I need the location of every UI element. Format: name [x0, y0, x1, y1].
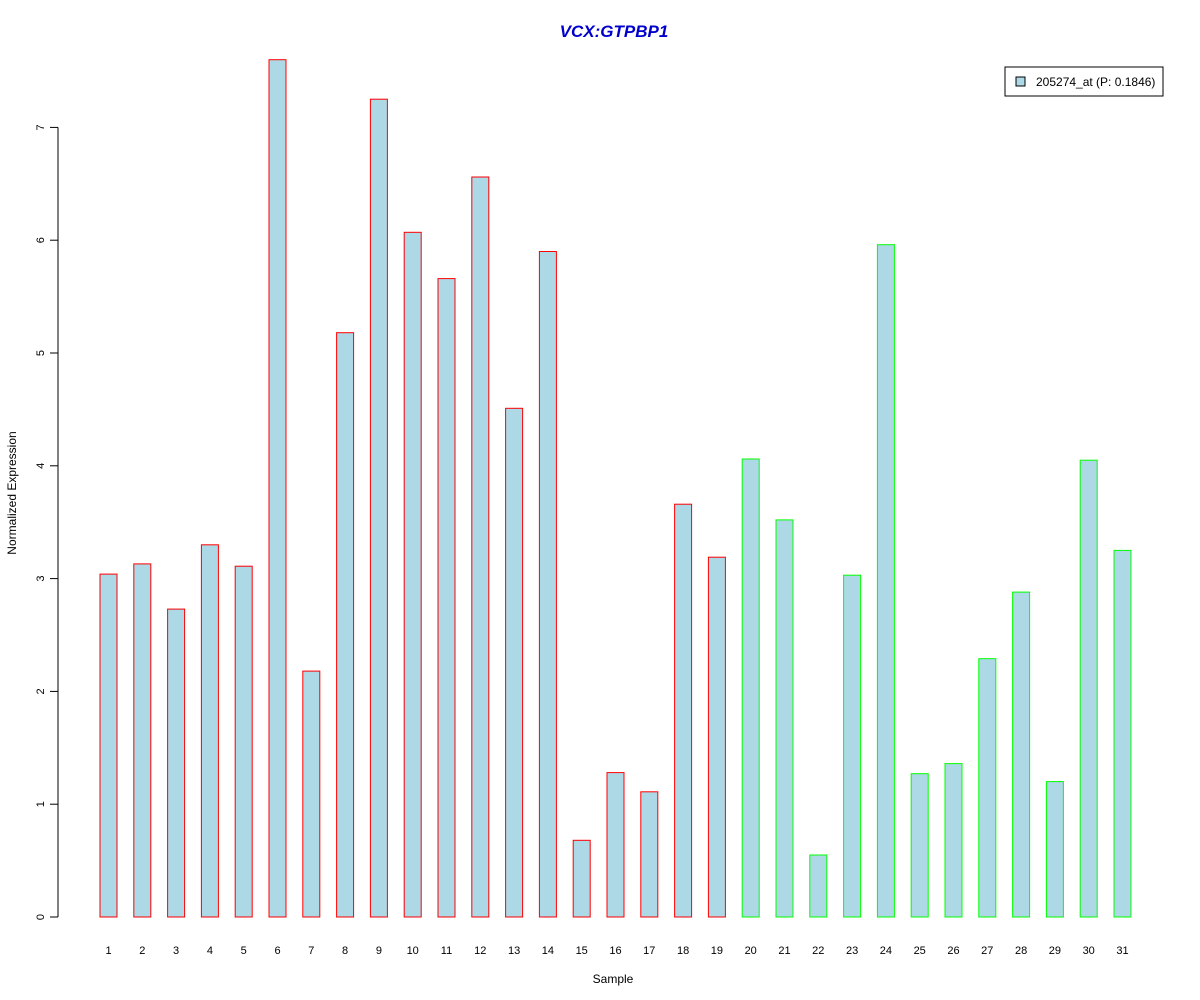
bar-sample-3 — [167, 608, 186, 918]
x-tick-label-14: 14 — [542, 945, 554, 957]
bar-sample-31 — [1113, 549, 1132, 918]
y-tick-label-4: 4 — [35, 463, 47, 469]
x-tick-label-1: 1 — [105, 945, 111, 957]
bar-sample-5 — [234, 565, 253, 918]
legend-label: 205274_at (P: 0.1846) — [1036, 75, 1155, 89]
bar-sample-12 — [471, 176, 490, 918]
bar-sample-29 — [1045, 781, 1064, 918]
bars — [99, 59, 1132, 918]
bar-sample-26 — [944, 763, 963, 918]
x-tick-label-15: 15 — [576, 945, 588, 957]
bar-sample-2 — [133, 563, 152, 918]
bar-sample-22 — [809, 854, 828, 918]
y-tick-label-5: 5 — [35, 350, 47, 356]
bar-sample-19 — [707, 556, 726, 918]
bar-sample-4 — [200, 544, 219, 918]
bar-sample-25 — [910, 773, 929, 918]
y-tick-label-0: 0 — [35, 914, 47, 920]
x-tick-label-26: 26 — [947, 945, 959, 957]
x-tick-label-6: 6 — [274, 945, 280, 957]
x-tick-label-24: 24 — [880, 945, 892, 957]
x-tick-label-2: 2 — [139, 945, 145, 957]
x-tick-label-27: 27 — [981, 945, 993, 957]
y-tick-label-3: 3 — [35, 576, 47, 582]
x-tick-label-18: 18 — [677, 945, 689, 957]
bar-sample-16 — [606, 772, 625, 918]
x-tick-label-20: 20 — [745, 945, 757, 957]
x-tick-label-28: 28 — [1015, 945, 1027, 957]
bar-sample-20 — [741, 458, 760, 918]
x-tick-label-8: 8 — [342, 945, 348, 957]
x-tick-label-12: 12 — [474, 945, 486, 957]
x-tick-labels: 1 2 3 4 5 6 7 8 9 10 11 12 13 14 15 16 17 18 19 20 21 22 23 24 2… — [105, 945, 1128, 957]
y-tick-label-6: 6 — [35, 237, 47, 243]
x-axis-title: Sample — [593, 972, 634, 986]
bar-sample-28 — [1012, 591, 1031, 918]
x-tick-label-9: 9 — [376, 945, 382, 957]
x-tick-label-7: 7 — [308, 945, 314, 957]
x-tick-label-4: 4 — [207, 945, 213, 957]
bar-sample-21 — [775, 519, 794, 918]
legend-swatch — [1015, 76, 1026, 87]
y-axis: 0 1 2 3 4 5 6 7 — [35, 124, 59, 920]
bar-sample-1 — [99, 573, 118, 918]
bar-sample-11 — [437, 278, 456, 918]
y-tick-label-2: 2 — [35, 688, 47, 694]
x-tick-label-13: 13 — [508, 945, 520, 957]
x-tick-label-22: 22 — [812, 945, 824, 957]
bar-sample-30 — [1079, 459, 1098, 918]
bar-sample-10 — [403, 231, 422, 918]
bar-sample-17 — [640, 791, 659, 918]
x-tick-label-21: 21 — [778, 945, 790, 957]
x-tick-label-5: 5 — [241, 945, 247, 957]
x-tick-label-10: 10 — [407, 945, 419, 957]
bar-sample-18 — [674, 503, 693, 918]
bar-sample-13 — [505, 407, 524, 918]
y-tick-label-1: 1 — [35, 801, 47, 807]
legend: 205274_at (P: 0.1846) — [1004, 66, 1164, 97]
x-tick-label-11: 11 — [441, 945, 452, 957]
chart-title: VCX:GTPBP1 — [560, 22, 669, 41]
y-axis-title: Normalized Expression — [5, 431, 19, 554]
bar-sample-27 — [978, 658, 997, 918]
x-tick-label-23: 23 — [846, 945, 858, 957]
x-tick-label-29: 29 — [1049, 945, 1061, 957]
bar-sample-7 — [302, 670, 321, 918]
bar-sample-24 — [876, 244, 895, 918]
x-tick-label-17: 17 — [643, 945, 655, 957]
bar-sample-9 — [369, 98, 388, 918]
bar-sample-23 — [843, 574, 862, 918]
y-tick-label-7: 7 — [35, 124, 47, 130]
bar-sample-15 — [572, 839, 591, 918]
bar-sample-14 — [538, 251, 557, 918]
x-tick-label-30: 30 — [1083, 945, 1095, 957]
x-tick-label-3: 3 — [173, 945, 179, 957]
bar-sample-8 — [336, 332, 355, 918]
x-tick-label-16: 16 — [609, 945, 621, 957]
legend-box — [1004, 66, 1164, 97]
x-tick-label-19: 19 — [711, 945, 723, 957]
x-tick-label-31: 31 — [1116, 945, 1128, 957]
x-tick-label-25: 25 — [914, 945, 926, 957]
bar-sample-6 — [268, 59, 287, 918]
